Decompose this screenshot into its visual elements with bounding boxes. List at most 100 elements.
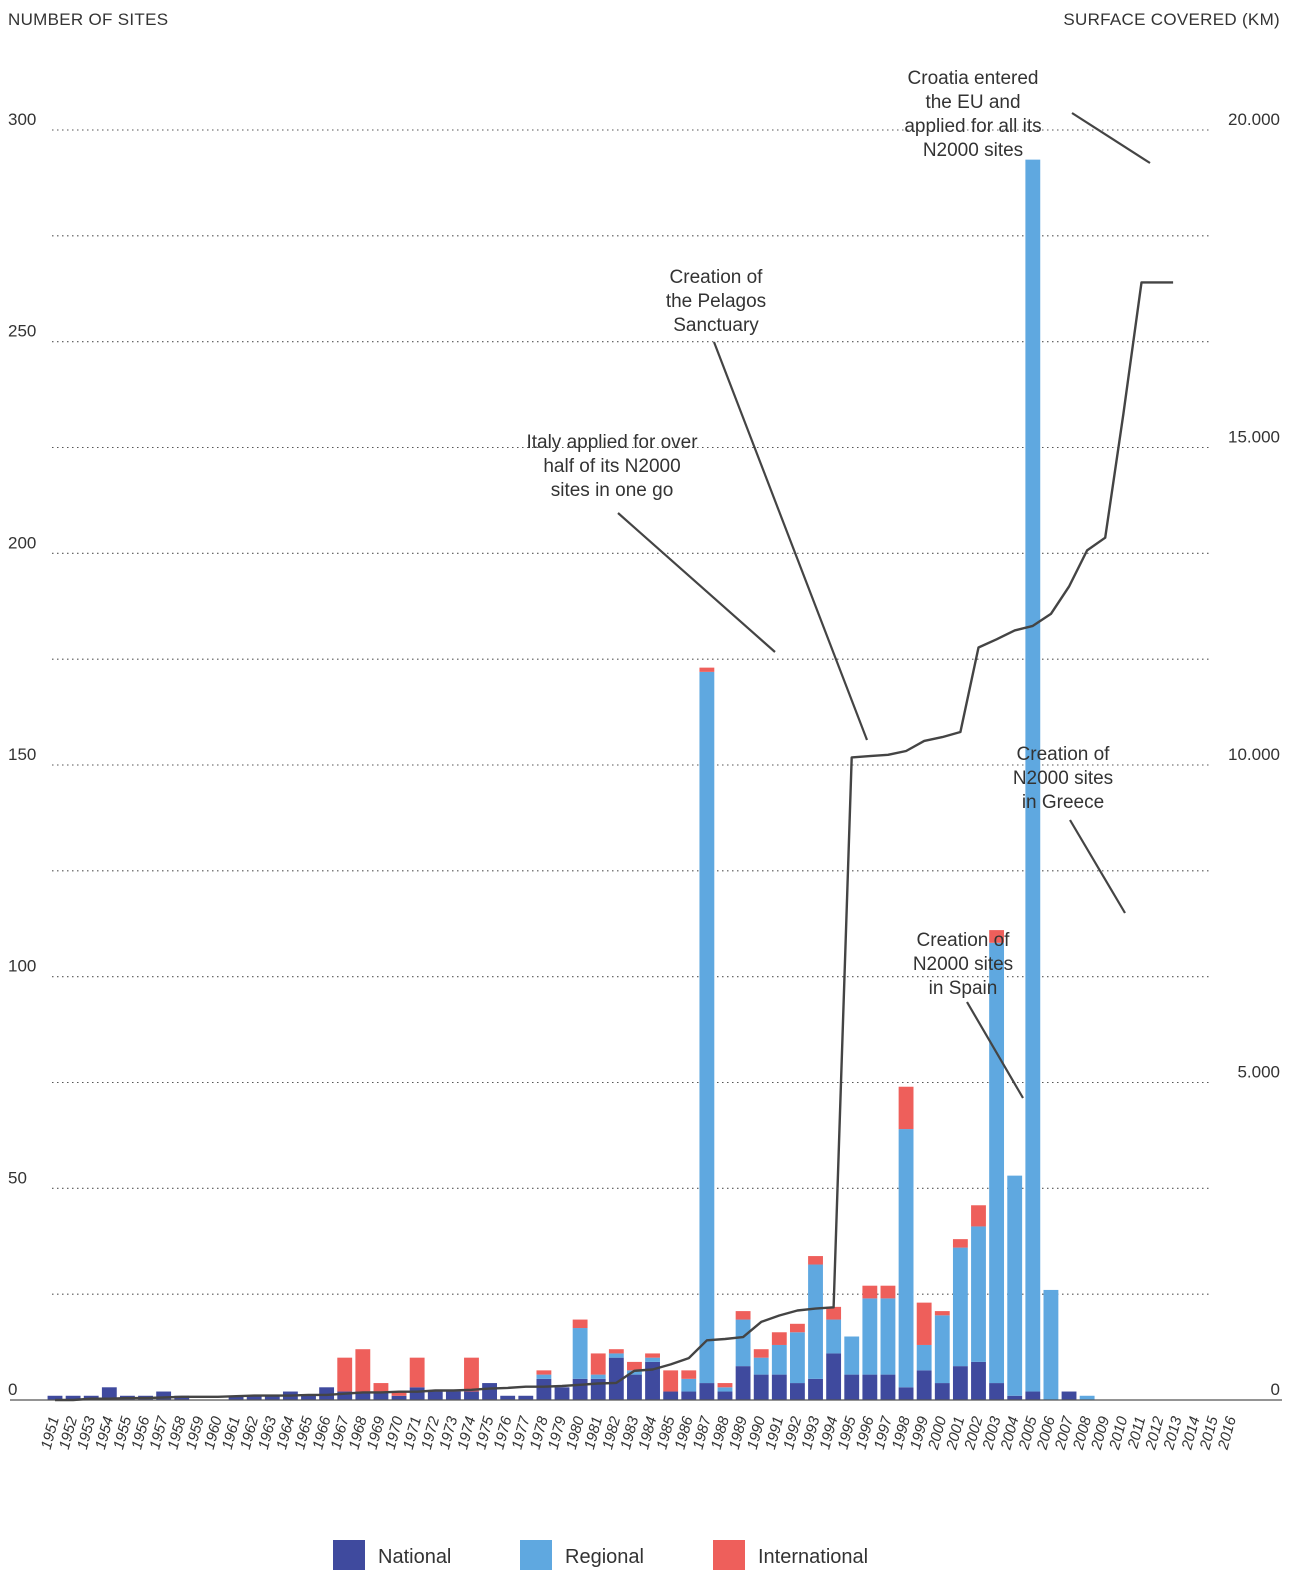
bar-national-1990 bbox=[753, 1374, 769, 1400]
y-left-tick-label: 200 bbox=[8, 533, 36, 552]
bar-regional-1978 bbox=[536, 1374, 552, 1379]
annotation-text: in Greece bbox=[1022, 792, 1104, 813]
bar-international-1993 bbox=[808, 1256, 823, 1265]
legend-label-international: International bbox=[758, 1546, 868, 1568]
annotation-leader-line bbox=[617, 512, 776, 653]
bar-international-1983 bbox=[627, 1361, 642, 1371]
annotation-text: N2000 sites bbox=[1013, 768, 1113, 789]
right-axis-title: SURFACE COVERED (KM) bbox=[1063, 10, 1280, 29]
y-right-tick-label: 10.000 bbox=[1228, 745, 1280, 764]
bar-regional-1990 bbox=[753, 1357, 769, 1375]
bar-international-1981 bbox=[590, 1353, 606, 1375]
annotation-leader-line bbox=[966, 1001, 1024, 1099]
bar-international-2003 bbox=[989, 930, 1005, 943]
bar-national-1994 bbox=[826, 1353, 842, 1400]
legend: National Regional International bbox=[333, 1540, 868, 1570]
annotation-text: half of its N2000 bbox=[543, 456, 680, 477]
bar-national-1992 bbox=[789, 1383, 805, 1400]
y-left-tick-label: 50 bbox=[8, 1168, 27, 1187]
bar-regional-2003 bbox=[989, 942, 1005, 1384]
bar-national-1961 bbox=[228, 1395, 244, 1400]
bar-international-1967 bbox=[337, 1357, 353, 1392]
bar-national-1963 bbox=[264, 1395, 280, 1400]
bar-national-1972 bbox=[427, 1391, 443, 1400]
bar-national-1966 bbox=[319, 1387, 335, 1400]
bar-national-1975 bbox=[482, 1383, 498, 1400]
bar-regional-2000 bbox=[934, 1315, 950, 1384]
bar-national-1978 bbox=[536, 1378, 552, 1400]
bar-regional-1991 bbox=[771, 1344, 787, 1375]
bar-regional-1993 bbox=[808, 1264, 823, 1379]
annotations: Croatia entered the EU and applied for all… bbox=[526, 68, 1151, 1099]
legend-label-regional: Regional bbox=[565, 1546, 644, 1568]
bar-national-1985 bbox=[663, 1391, 679, 1400]
bar-national-2001 bbox=[952, 1366, 968, 1400]
legend-swatch-national bbox=[333, 1540, 365, 1570]
bar-international-2001 bbox=[952, 1239, 968, 1248]
bar-regional-1981 bbox=[590, 1374, 606, 1379]
annotation-leader-line bbox=[1069, 819, 1126, 914]
bar-international-1988 bbox=[717, 1383, 733, 1388]
y-right-tick-label: 20.000 bbox=[1228, 110, 1280, 129]
bar-regional-1997 bbox=[880, 1298, 896, 1375]
bar-international-1994 bbox=[826, 1306, 842, 1320]
annotation-text: Creation of bbox=[917, 930, 1011, 951]
bar-regional-2006 bbox=[1043, 1289, 1059, 1400]
bar-national-1996 bbox=[862, 1374, 878, 1400]
y-left-tick-label: 250 bbox=[8, 322, 36, 341]
annotation-text: Italy applied for over bbox=[526, 432, 698, 453]
annotation-text: the Pelagos bbox=[666, 291, 766, 312]
bar-national-2005 bbox=[1025, 1391, 1041, 1400]
bar-regional-1984 bbox=[645, 1357, 660, 1362]
bar-regional-2004 bbox=[1007, 1175, 1023, 1396]
bars bbox=[47, 159, 1095, 1400]
bar-international-2000 bbox=[934, 1311, 950, 1316]
bar-international-1974 bbox=[464, 1357, 479, 1392]
bar-national-2003 bbox=[989, 1383, 1005, 1400]
bar-national-2007 bbox=[1061, 1391, 1077, 1400]
annotation-text: the EU and bbox=[925, 92, 1020, 113]
annotation-text: N2000 sites bbox=[913, 954, 1013, 975]
bar-regional-2005 bbox=[1025, 159, 1041, 1392]
bar-regional-1998 bbox=[898, 1129, 914, 1388]
annotation-text: applied for all its bbox=[904, 116, 1041, 137]
legend-label-national: National bbox=[378, 1546, 451, 1568]
legend-swatch-regional bbox=[520, 1540, 552, 1570]
bar-national-1989 bbox=[735, 1366, 751, 1400]
bar-regional-1999 bbox=[916, 1344, 932, 1371]
y-left-tick-label: 0 bbox=[8, 1380, 17, 1399]
bar-regional-2001 bbox=[952, 1247, 968, 1367]
bar-national-1952 bbox=[65, 1395, 81, 1400]
bar-regional-2002 bbox=[971, 1226, 986, 1362]
annotation-text: Croatia entered bbox=[908, 68, 1039, 89]
bar-national-1988 bbox=[717, 1391, 733, 1400]
bar-regional-1982 bbox=[608, 1353, 624, 1358]
bar-international-1985 bbox=[663, 1370, 679, 1392]
x-axis-tick-labels: 1951195219531954195519561957195819591960… bbox=[38, 1414, 1240, 1452]
bar-national-1997 bbox=[880, 1374, 896, 1400]
bar-national-1986 bbox=[681, 1391, 697, 1400]
left-axis-title: NUMBER OF SITES bbox=[8, 10, 168, 29]
bar-international-1971 bbox=[409, 1357, 425, 1388]
bar-national-1968 bbox=[355, 1391, 371, 1400]
surface-line bbox=[55, 281, 1174, 1402]
bar-regional-1980 bbox=[572, 1328, 588, 1379]
bar-national-1954 bbox=[101, 1387, 117, 1400]
bar-international-1978 bbox=[536, 1370, 552, 1375]
bar-international-1998 bbox=[898, 1086, 914, 1130]
bar-international-1999 bbox=[916, 1302, 932, 1345]
bar-international-1987 bbox=[699, 667, 715, 672]
bar-national-1982 bbox=[608, 1357, 624, 1400]
y-right-tick-label: 15.000 bbox=[1228, 428, 1280, 447]
bar-national-1998 bbox=[898, 1387, 914, 1400]
bar-international-1980 bbox=[572, 1319, 588, 1329]
bar-international-1970 bbox=[391, 1391, 407, 1396]
bar-regional-1983 bbox=[627, 1370, 642, 1375]
bar-international-1984 bbox=[645, 1353, 660, 1358]
bar-national-1980 bbox=[572, 1378, 588, 1400]
bar-national-1987 bbox=[699, 1383, 715, 1400]
bar-regional-1992 bbox=[789, 1332, 805, 1384]
bar-international-1996 bbox=[862, 1285, 878, 1299]
bar-national-1983 bbox=[627, 1374, 642, 1400]
